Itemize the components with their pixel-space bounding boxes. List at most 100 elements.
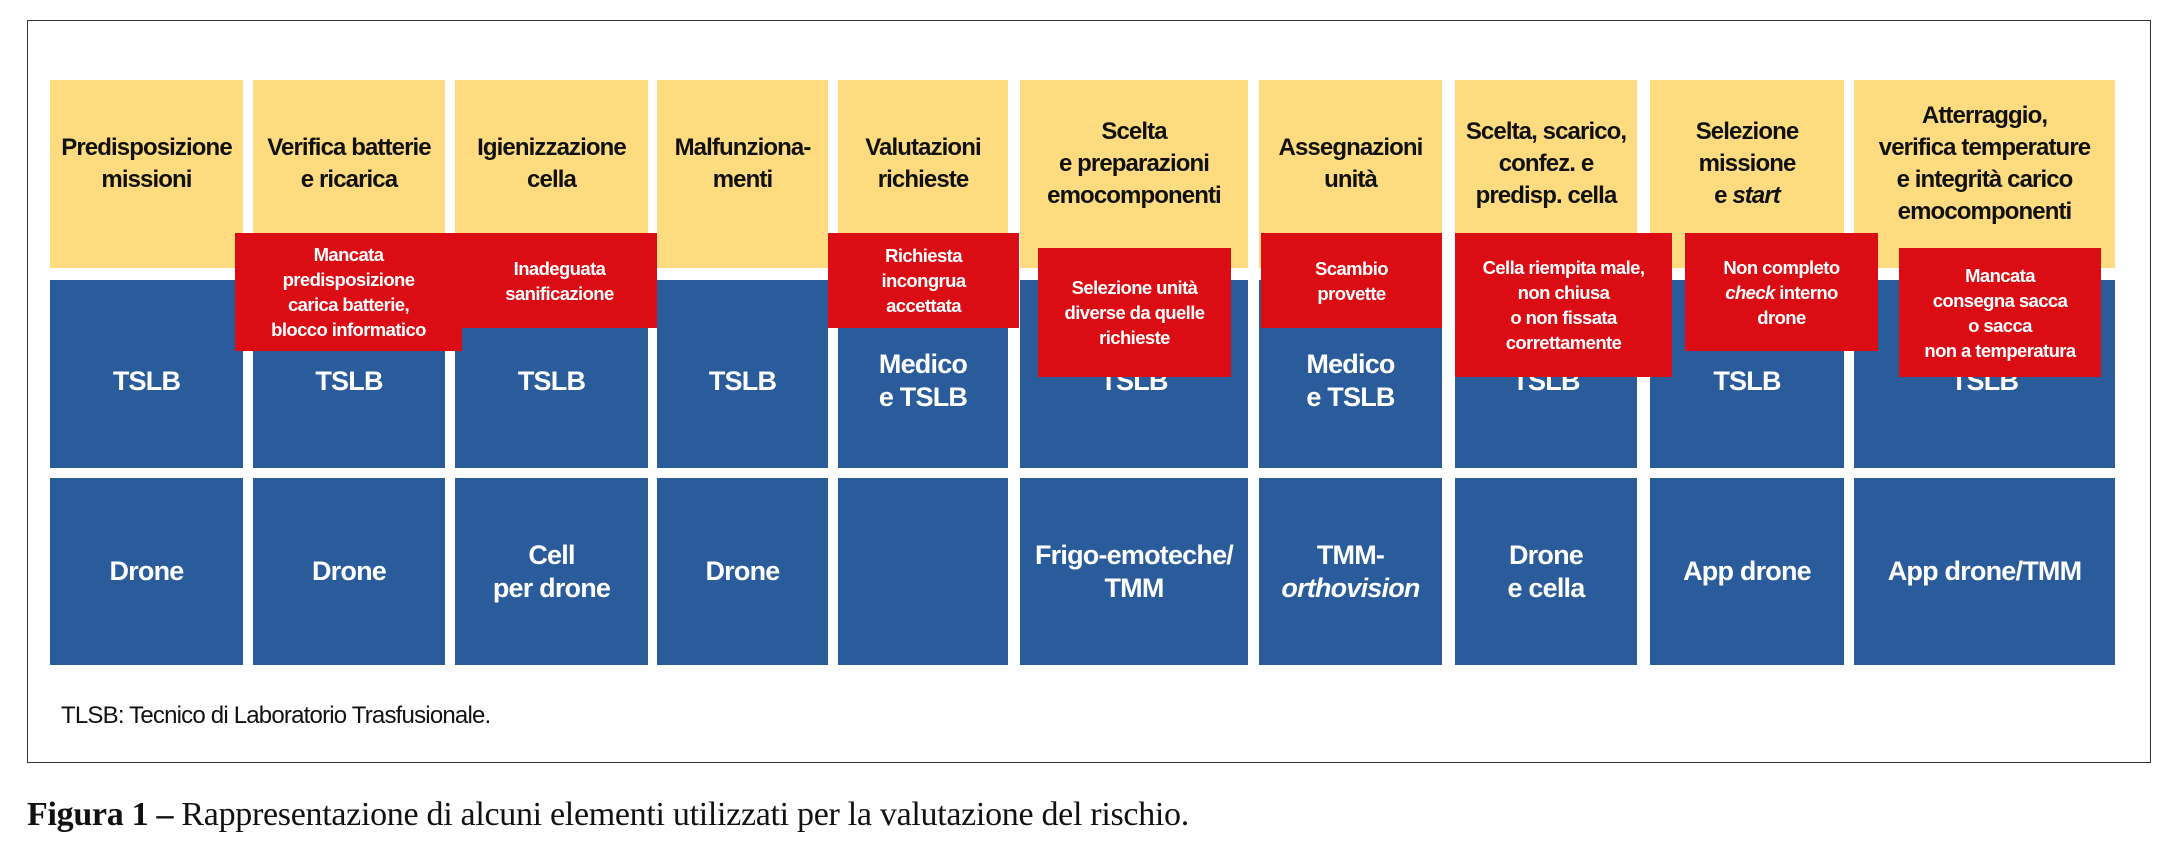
- figure-caption: Figura 1 – Rappresentazione di alcuni el…: [27, 796, 1189, 834]
- risk-box-line: Cella riempita male,: [1483, 255, 1645, 280]
- tool-cell-line: Cell: [528, 539, 575, 572]
- tool-cell: Drone e cella: [1455, 478, 1637, 665]
- risk-box-line: o non fissata: [1510, 305, 1617, 330]
- text-segment: sanificazione: [505, 282, 614, 304]
- risk-box-line: Scambio: [1315, 256, 1389, 281]
- tool-cell-line: Drone: [705, 555, 780, 588]
- text-segment: Drone: [311, 556, 387, 586]
- caption-label: Figura 1 –: [27, 796, 174, 833]
- tool-cell-line: App drone: [1683, 555, 1812, 588]
- step-header-line: Scelta, scarico,: [1465, 116, 1627, 148]
- text-segment: incongrua: [881, 270, 966, 291]
- risk-box-line: carica batterie,: [288, 292, 410, 317]
- text-segment: Cella riempita male,: [1482, 257, 1645, 278]
- risk-box: Richiesta incongrua accettata: [828, 233, 1019, 328]
- text-segment: richieste: [1099, 327, 1170, 348]
- step-header-line: Selezione: [1696, 116, 1800, 148]
- text-segment: Selezione unità: [1071, 277, 1198, 298]
- risk-box-line: o sacca: [1968, 313, 2032, 338]
- risk-box-line: incongrua: [881, 268, 966, 293]
- risk-box-line: non a temperatura: [1924, 338, 2076, 363]
- step-header-line: verifica temperature: [1878, 132, 2091, 164]
- risk-box-line: sanificazione: [505, 281, 614, 306]
- step-header-line: e ricarica: [301, 164, 398, 196]
- tool-cell-line: Frigo-emoteche/: [1034, 539, 1234, 572]
- text-segment: confez. e: [1498, 150, 1594, 177]
- tool-cell: Frigo-emoteche/TMM: [1020, 478, 1248, 665]
- risk-box-line: check interno: [1725, 280, 1838, 305]
- text-segment: e preparazioni: [1058, 150, 1210, 177]
- risk-box-line: richieste: [1099, 325, 1170, 350]
- tool-cell: Drone: [657, 478, 828, 665]
- caption-text: Rappresentazione di alcuni elementi util…: [173, 796, 1189, 833]
- risk-box: Scambio provette: [1261, 233, 1442, 328]
- text-segment: emocomponenti: [1897, 198, 2073, 225]
- text-segment: Medico: [878, 349, 968, 379]
- text-segment: missioni: [101, 166, 192, 193]
- text-segment: Drone: [705, 556, 780, 586]
- tool-cell-line: TMM: [1104, 572, 1164, 605]
- text-segment: Drone: [1508, 539, 1584, 570]
- text-segment: App drone: [1683, 556, 1812, 586]
- text-segment: Assegnazioni: [1278, 134, 1424, 161]
- text-segment: diverse da quelle: [1064, 302, 1206, 323]
- tool-cell: [838, 478, 1008, 665]
- role-cell-line: e TSLB: [1306, 381, 1395, 414]
- text-segment: Drone: [109, 556, 184, 586]
- text-segment: missione: [1698, 150, 1797, 177]
- text-segment: Non completo: [1723, 256, 1840, 278]
- role-cell: TSLB: [50, 280, 243, 468]
- role-cell-line: TSLB: [518, 365, 586, 398]
- text-segment: Malfunziona-: [674, 134, 812, 161]
- step-header-line: Predisposizione: [61, 132, 232, 164]
- text-segment: start: [1732, 182, 1780, 209]
- risk-box: Cella riempita male, non chiusa o non fiss…: [1455, 233, 1672, 377]
- text-segment: Scelta: [1101, 118, 1167, 145]
- text-segment: check: [1725, 281, 1775, 303]
- risk-box: Selezione unità diverse da quelle richiest…: [1038, 248, 1231, 377]
- step-header-line: predisp. cella: [1476, 180, 1618, 212]
- text-segment: Igienizzazione: [477, 134, 627, 161]
- text-segment: o sacca: [1968, 314, 2032, 336]
- step-header-line: Verifica batterie: [267, 132, 431, 164]
- step-header-line: e start: [1714, 180, 1781, 212]
- step-header-line: e integrità carico: [1896, 164, 2074, 196]
- text-segment: Mancata: [313, 244, 384, 265]
- text-segment: Valutazioni: [865, 134, 981, 161]
- role-cell-line: TSLB: [113, 365, 181, 398]
- text-segment: Inadeguata: [513, 257, 606, 279]
- step-header-line: Malfunziona-: [674, 132, 812, 164]
- text-segment: richieste: [877, 166, 970, 193]
- text-segment: correttamente: [1505, 332, 1622, 353]
- step-header: Scelta e preparazioni emocomponenti: [1020, 80, 1248, 268]
- text-segment: Frigo-emoteche/: [1034, 539, 1234, 570]
- text-segment: Mancata: [1965, 264, 2035, 286]
- risk-box-line: drone: [1757, 305, 1806, 330]
- risk-box-line: Richiesta: [885, 243, 962, 268]
- step-header-line: Atterraggio,: [1922, 100, 2048, 132]
- text-segment: e TSLB: [878, 382, 968, 412]
- text-segment: consegna sacca: [1932, 289, 2068, 311]
- step-header-line: e preparazioni: [1058, 148, 1210, 180]
- text-segment: e cella: [1507, 572, 1586, 603]
- text-segment: Scambio: [1315, 257, 1389, 279]
- tool-cell: App drone: [1650, 478, 1844, 665]
- risk-box: Mancata consegna sacca o sacca non a temper…: [1899, 248, 2101, 377]
- text-segment: provette: [1317, 282, 1386, 304]
- tool-cell: Drone: [50, 478, 243, 665]
- step-header: Predisposizione missioni: [50, 80, 243, 268]
- text-segment: Predisposizione: [61, 134, 232, 161]
- tool-cell-line: Drone: [109, 555, 184, 588]
- step-header: Atterraggio, verifica temperature e integr…: [1854, 80, 2115, 268]
- risk-box-line: diverse da quelle: [1064, 300, 1206, 325]
- risk-box-line: consegna sacca: [1933, 288, 2068, 313]
- text-segment: Scelta, scarico,: [1465, 118, 1627, 145]
- text-segment: e integrità carico: [1896, 166, 2074, 193]
- text-segment: e TSLB: [1306, 382, 1395, 412]
- text-segment: predisposizione: [282, 269, 415, 290]
- tool-cell-line: App drone/TMM: [1888, 555, 2082, 588]
- text-segment: verifica temperature: [1878, 134, 2091, 161]
- tool-cell: App drone/TMM: [1854, 478, 2115, 665]
- text-segment: Cell: [528, 539, 575, 570]
- risk-box-line: correttamente: [1506, 330, 1622, 355]
